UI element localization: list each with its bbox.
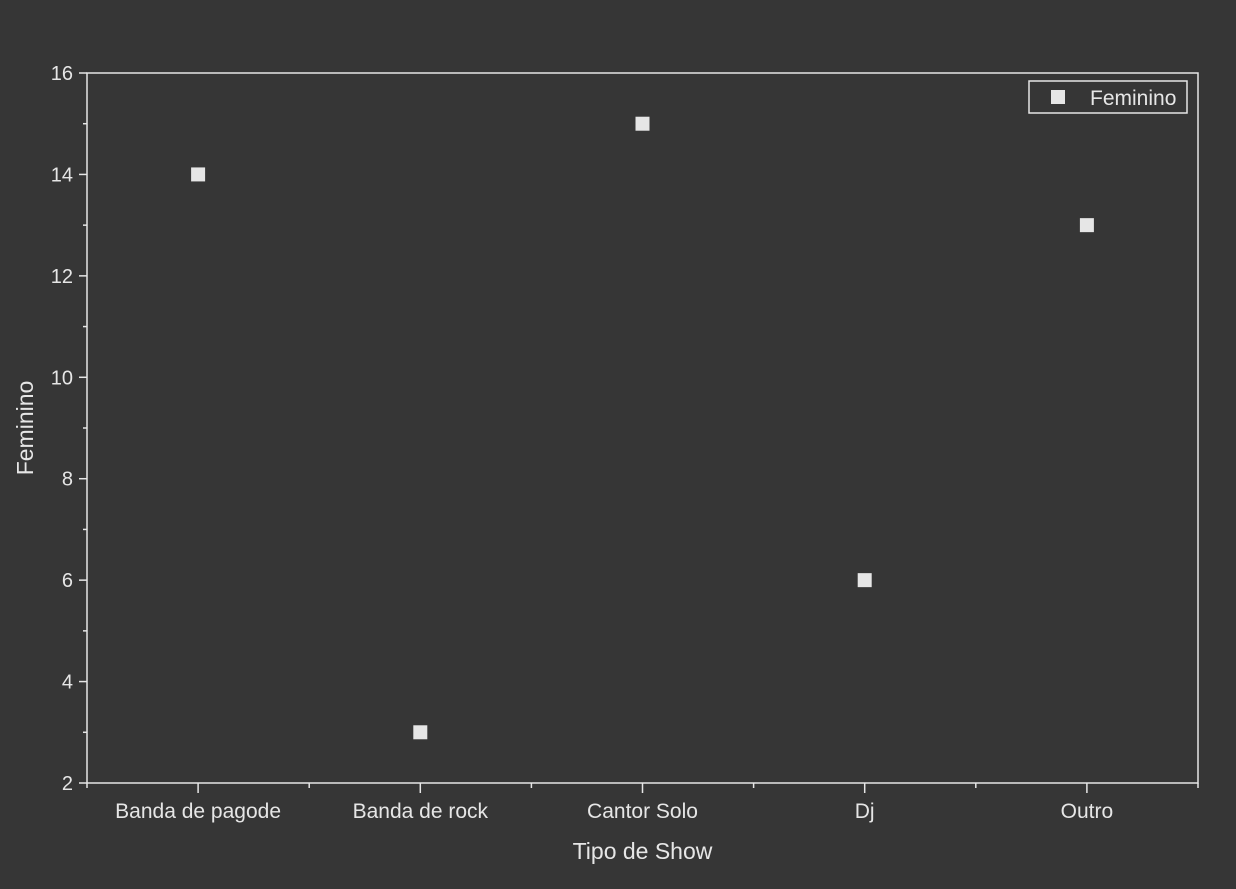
x-tick-label: Banda de rock: [353, 800, 489, 823]
plot-frame: [86, 72, 1199, 784]
y-tick-label: 4: [62, 672, 73, 694]
legend-label: Feminino: [1090, 87, 1176, 110]
y-tick-label: 16: [51, 63, 73, 85]
y-tick-label: 14: [51, 164, 73, 186]
data-point: [191, 167, 206, 182]
y-tick-label: 10: [51, 367, 73, 389]
y-axis-title: Feminino: [12, 381, 38, 476]
points-layer: [191, 116, 1094, 740]
x-tick-label: Banda de pagode: [115, 800, 281, 823]
y-tick-label: 2: [62, 773, 73, 795]
data-point: [857, 573, 872, 588]
data-point: [635, 116, 650, 131]
x-tick-label: Dj: [855, 800, 875, 823]
y-tick-label: 6: [62, 570, 73, 592]
axes-layer: 2 4 6 8 10 12 14 16 Banda de pagode Banda de rock…: [51, 63, 1199, 823]
x-tick-label: Cantor Solo: [587, 800, 698, 823]
x-axis-title: Tipo de Show: [573, 838, 713, 864]
data-point: [413, 725, 428, 740]
legend: Feminino: [1028, 80, 1188, 114]
data-point: [1079, 218, 1094, 233]
legend-box: [1028, 80, 1188, 114]
legend-marker: [1051, 90, 1065, 104]
y-tick-label: 12: [51, 266, 73, 288]
y-tick-label: 8: [62, 469, 73, 491]
x-tick-label: Outro: [1061, 800, 1114, 823]
